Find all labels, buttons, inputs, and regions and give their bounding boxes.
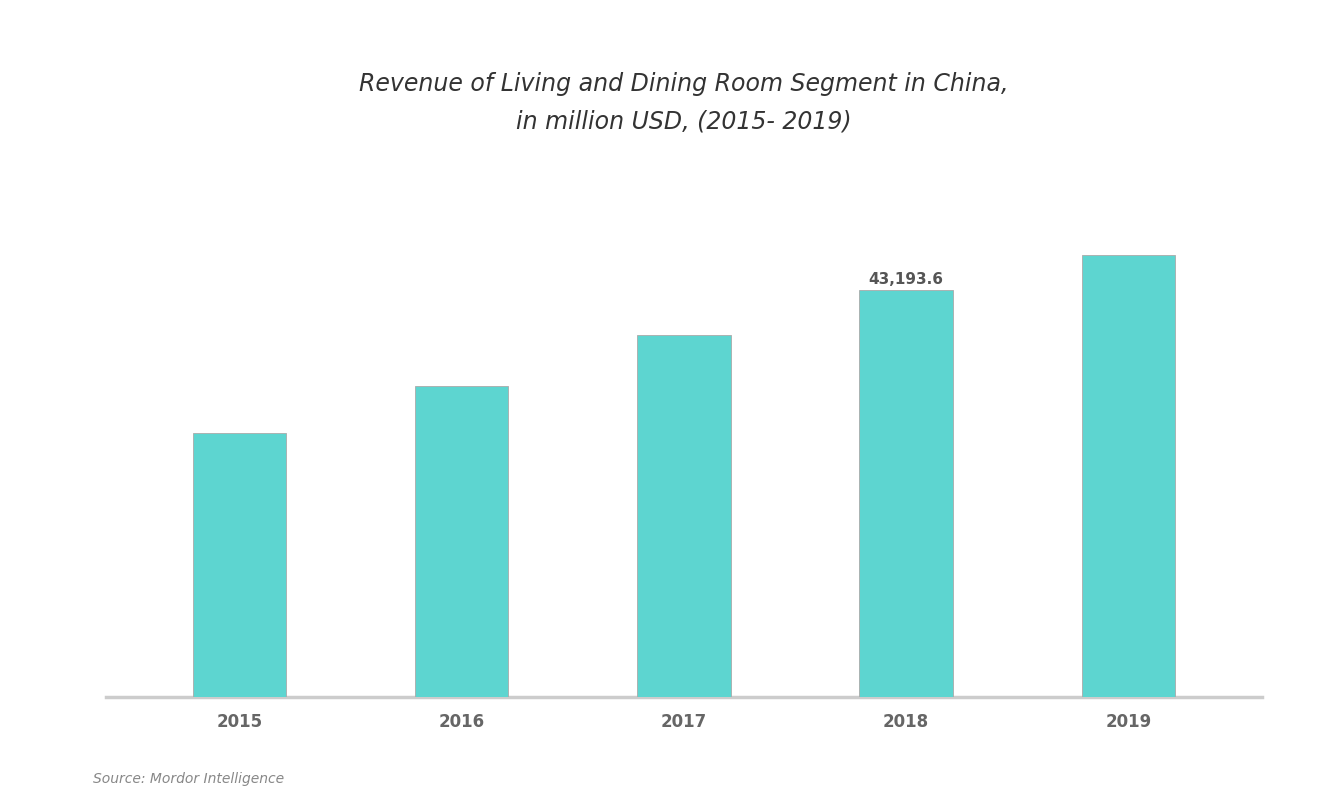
Title: Revenue of Living and Dining Room Segment in China,
in million USD, (2015- 2019): Revenue of Living and Dining Room Segmen… [359,72,1009,134]
Bar [1081,254,1175,697]
Bar [859,291,952,697]
Bar [637,335,730,697]
Text: Source: Mordor Intelligence: Source: Mordor Intelligence [93,772,284,786]
Bar [416,386,509,697]
Text: 43,193.6: 43,193.6 [869,271,944,287]
Bar [193,433,287,697]
